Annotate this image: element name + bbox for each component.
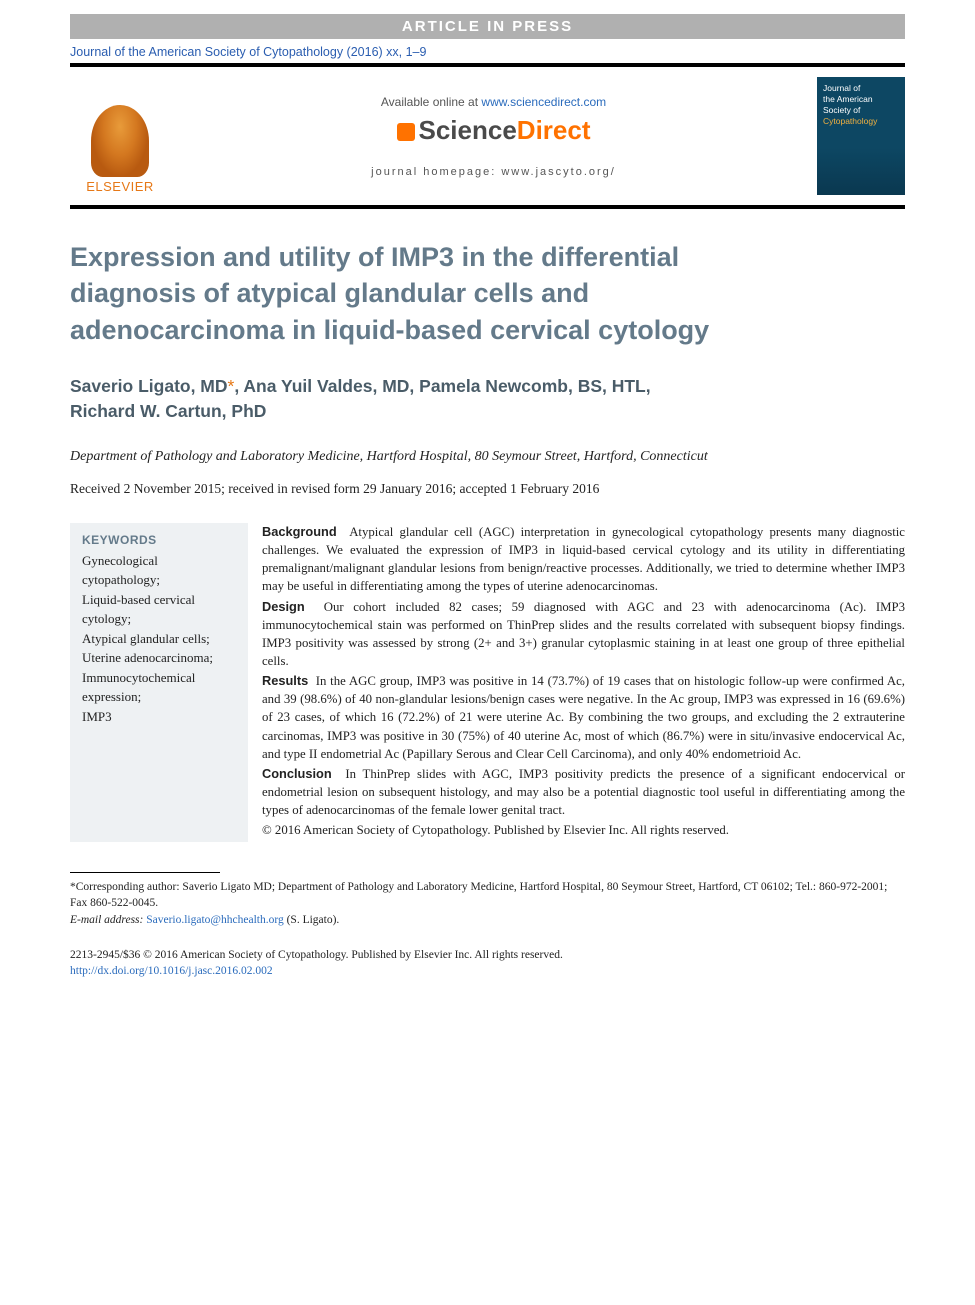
keywords-list: Gynecological cytopathology; Liquid-base… <box>82 551 236 727</box>
abstract-results-label: Results <box>262 673 308 688</box>
journal-homepage: journal homepage: www.jascyto.org/ <box>170 166 817 178</box>
abstract-design-label: Design <box>262 599 305 614</box>
elsevier-logo: ELSEVIER <box>70 79 170 194</box>
abstract-concl-label: Conclusion <box>262 766 332 781</box>
article-title: Expression and utility of IMP3 in the di… <box>70 239 790 348</box>
abstract-bg: Atypical glandular cell (AGC) interpreta… <box>262 525 905 593</box>
available-online: Available online at www.sciencedirect.co… <box>170 95 817 109</box>
elsevier-tree-icon <box>91 105 149 177</box>
email-link[interactable]: Saverio.ligato@hhchealth.org <box>146 914 283 926</box>
article-dates: Received 2 November 2015; received in re… <box>70 481 905 497</box>
author-2: Ana Yuil Valdes, MD <box>243 376 409 396</box>
abstract-bg-label: Background <box>262 524 337 539</box>
author-1: Saverio Ligato, MD <box>70 376 228 396</box>
author-list: Saverio Ligato, MD*, Ana Yuil Valdes, MD… <box>70 374 810 423</box>
footnote-rule <box>70 872 220 873</box>
footnotes: *Corresponding author: Saverio Ligato MD… <box>70 879 905 929</box>
journal-cover-thumbnail: Journal of the American Society of Cytop… <box>817 77 905 195</box>
corresponding-footnote: *Corresponding author: Saverio Ligato MD… <box>70 879 905 912</box>
keywords-box: KEYWORDS Gynecological cytopathology; Li… <box>70 523 248 842</box>
abstract-concl: In ThinPrep slides with AGC, IMP3 positi… <box>262 767 905 817</box>
sep: , <box>646 376 651 396</box>
doi-link[interactable]: http://dx.doi.org/10.1016/j.jasc.2016.02… <box>70 965 273 977</box>
sep: , <box>409 376 419 396</box>
journal-header: ELSEVIER Available online at www.science… <box>70 63 905 209</box>
abstract-results: In the AGC group, IMP3 was positive in 1… <box>262 674 905 761</box>
bottom-block: 2213-2945/$36 © 2016 American Society of… <box>70 947 905 980</box>
corr-text: Corresponding author: Saverio Ligato MD;… <box>70 881 887 910</box>
email-suffix: (S. Ligato). <box>284 914 340 926</box>
abstract-design: Our cohort included 82 cases; 59 diagnos… <box>262 600 905 668</box>
email-label: E-mail address: <box>70 914 146 926</box>
article-in-press-banner: ARTICLE IN PRESS <box>70 14 905 39</box>
abstract-copyright: © 2016 American Society of Cytopathology… <box>262 821 905 839</box>
sd-word: ScienceDirect <box>419 115 591 145</box>
sd-swoosh-icon <box>397 123 415 141</box>
elsevier-label: ELSEVIER <box>86 179 154 194</box>
homepage-url: www.jascyto.org/ <box>501 166 616 178</box>
email-footnote: E-mail address: Saverio.ligato@hhchealth… <box>70 912 905 929</box>
affiliation: Department of Pathology and Laboratory M… <box>70 447 710 467</box>
author-3: Pamela Newcomb, BS, HTL <box>419 376 646 396</box>
cover-l1: Journal of <box>823 83 860 93</box>
keywords-heading: KEYWORDS <box>82 533 236 547</box>
cover-l2: the American <box>823 94 873 104</box>
cover-l4: Cytopathology <box>823 116 877 126</box>
issn-copyright: 2213-2945/$36 © 2016 American Society of… <box>70 947 905 964</box>
sciencedirect-logo: ScienceDirect <box>170 115 817 146</box>
author-4: Richard W. Cartun, PhD <box>70 401 266 421</box>
cover-l3: Society of <box>823 105 860 115</box>
sciencedirect-url-link[interactable]: www.sciencedirect.com <box>481 95 606 109</box>
homepage-prefix: journal homepage: <box>371 166 501 178</box>
abstract-text: Background Atypical glandular cell (AGC)… <box>262 523 905 842</box>
header-center: Available online at www.sciencedirect.co… <box>170 95 817 178</box>
abstract-section: KEYWORDS Gynecological cytopathology; Li… <box>70 523 905 842</box>
avail-prefix: Available online at <box>381 95 482 109</box>
journal-citation: Journal of the American Society of Cytop… <box>70 45 905 59</box>
